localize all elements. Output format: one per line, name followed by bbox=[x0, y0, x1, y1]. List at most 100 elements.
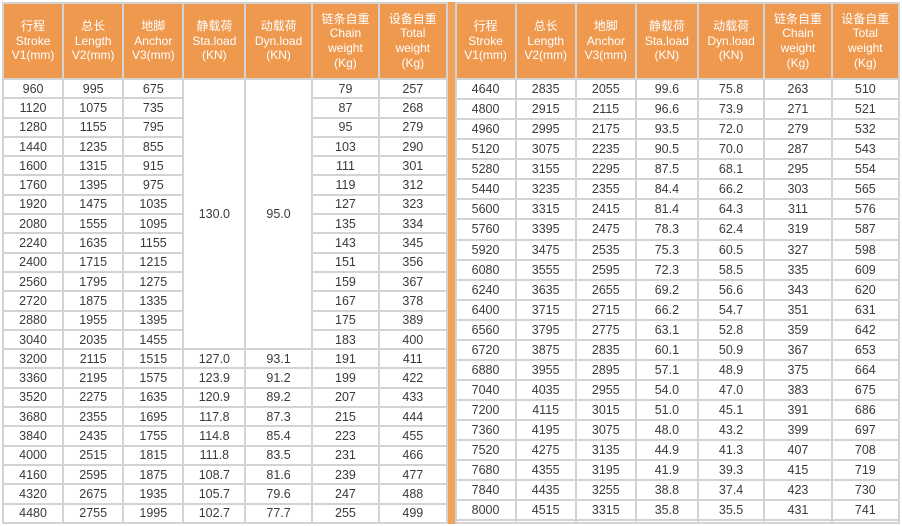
column-header-line: 行程 bbox=[473, 19, 498, 34]
table-row: 1760 1395 975 119 312 bbox=[1, 174, 448, 196]
table-cell: 4320 bbox=[1, 483, 65, 505]
spec-table-right: 行程 Stroke V1(mm) 总长 Length V2(mm) 地脚 Anchor V3(m… bbox=[454, 2, 901, 524]
column-header: 静载荷 Sta.load (KN) bbox=[182, 2, 247, 80]
table-cell: 598 bbox=[830, 238, 901, 261]
table-cell: 375 bbox=[763, 358, 833, 381]
column-header-line: weight bbox=[780, 41, 816, 55]
table-row: 2400 1715 1215 151 356 bbox=[1, 251, 448, 273]
table-cell: 735 bbox=[122, 97, 185, 119]
table-cell: 367 bbox=[378, 270, 448, 293]
table-cell: 223 bbox=[310, 425, 381, 447]
table-cell: 3040 bbox=[1, 328, 65, 351]
table-cell: 423 bbox=[763, 479, 833, 502]
table-row: 4000 2515 1815 111.8 83.5 231 466 bbox=[1, 444, 448, 466]
spec-table-left: 行程 Stroke V1(mm) 总长 Length V2(mm) 地脚 Anchor V3(m… bbox=[1, 2, 448, 525]
table-cell: 576 bbox=[830, 198, 901, 221]
column-header-line: V3(mm) bbox=[131, 48, 175, 63]
table-cell: 68.1 bbox=[696, 158, 766, 181]
table-cell: 87.3 bbox=[244, 406, 313, 428]
column-header-line: Sta.load bbox=[192, 33, 237, 48]
table-cell: 102.7 bbox=[182, 502, 247, 525]
table-cell: 2475 bbox=[574, 218, 637, 241]
table-cell: 311 bbox=[763, 198, 833, 221]
table-cell: 108.7 bbox=[182, 463, 247, 486]
table-row: 8000 4515 3315 35.8 35.5 431 741 bbox=[454, 499, 901, 522]
table-cell: 356 bbox=[378, 251, 448, 273]
table-cell: 3255 bbox=[574, 479, 637, 502]
table-cell: 4435 bbox=[514, 479, 577, 502]
table-row: 1280 1155 795 95 279 bbox=[1, 116, 448, 138]
table-cell: 268 bbox=[378, 97, 448, 119]
table-cell: 48.9 bbox=[696, 358, 766, 381]
table-cell: 120.9 bbox=[182, 386, 247, 409]
table-cell: 35.5 bbox=[696, 499, 766, 522]
table-cell: 5600 bbox=[454, 198, 517, 221]
table-cell: 215 bbox=[310, 406, 381, 428]
column-header-line: Sta.load bbox=[644, 33, 689, 48]
table-cell: 554 bbox=[830, 158, 901, 181]
table-row: 2240 1635 1155 143 345 bbox=[1, 232, 448, 254]
column-header: 设备自重 Total weight (Kg) bbox=[830, 2, 901, 80]
table-row bbox=[454, 519, 901, 524]
table-cell: 466 bbox=[378, 444, 448, 466]
column-header: 总长 Length V2(mm) bbox=[62, 2, 125, 80]
table-cell: 2720 bbox=[1, 290, 65, 312]
table-cell: 3955 bbox=[514, 358, 577, 381]
table-cell: 2415 bbox=[574, 198, 637, 221]
column-header-line: Stroke bbox=[15, 33, 51, 48]
table-cell: 72.0 bbox=[696, 118, 766, 141]
table-cell: 3315 bbox=[514, 198, 577, 221]
table-cell: 2515 bbox=[62, 444, 125, 466]
table-cell: 543 bbox=[830, 138, 901, 161]
table-row: 3520 2275 1635 120.9 89.2 207 433 bbox=[1, 386, 448, 409]
column-header-line: 地脚 bbox=[141, 19, 166, 34]
table-cell: 4115 bbox=[514, 398, 577, 422]
table-cell: 84.4 bbox=[634, 178, 699, 201]
table-cell: 664 bbox=[830, 358, 901, 381]
table-cell: 477 bbox=[378, 463, 448, 486]
table-cell: 43.2 bbox=[696, 419, 766, 442]
table-cell: 7840 bbox=[454, 479, 517, 502]
table-cell: 1035 bbox=[122, 193, 185, 216]
table-cell: 41.9 bbox=[634, 459, 699, 482]
column-header: 总长 Length V2(mm) bbox=[514, 2, 577, 80]
table-cell: 3075 bbox=[514, 138, 577, 161]
table-cell: 96.6 bbox=[634, 98, 699, 121]
table-cell: 50.9 bbox=[696, 338, 766, 361]
table-cell: 411 bbox=[378, 348, 448, 370]
table-cell: 2080 bbox=[1, 213, 65, 235]
table-cell: 4160 bbox=[1, 463, 65, 486]
table-cell: 2880 bbox=[1, 309, 65, 331]
table-row: 6080 3555 2595 72.3 58.5 335 609 bbox=[454, 258, 901, 281]
table-cell: 378 bbox=[378, 290, 448, 312]
table-cell: 1155 bbox=[62, 116, 125, 138]
table-cell: 1555 bbox=[62, 213, 125, 235]
table-cell bbox=[454, 519, 517, 524]
column-header-line: V2(mm) bbox=[524, 48, 568, 63]
table-cell: 72.3 bbox=[634, 258, 699, 281]
table-cell: 231 bbox=[310, 444, 381, 466]
table-divider bbox=[447, 2, 455, 524]
table-cell: 38.8 bbox=[634, 479, 699, 502]
table-cell: 4960 bbox=[454, 118, 517, 141]
table-cell: 247 bbox=[310, 483, 381, 505]
table-cell: 4355 bbox=[514, 459, 577, 482]
table-row: 6560 3795 2775 63.1 52.8 359 642 bbox=[454, 318, 901, 341]
table-cell: 56.6 bbox=[696, 278, 766, 301]
column-header-line: 设备自重 bbox=[388, 11, 437, 26]
table-cell: 2055 bbox=[574, 77, 637, 101]
table-cell: 3635 bbox=[514, 278, 577, 301]
table-row: 4320 2675 1935 105.7 79.6 247 488 bbox=[1, 483, 448, 505]
table-cell: 295 bbox=[763, 158, 833, 181]
column-header-line: (KN) bbox=[718, 48, 744, 63]
column-header: 动载荷 Dyn.load (KN) bbox=[244, 2, 313, 80]
table-cell: 1395 bbox=[62, 174, 125, 196]
table-cell: 57.1 bbox=[634, 358, 699, 381]
table-cell: 2295 bbox=[574, 158, 637, 181]
column-header-line: Chain bbox=[782, 26, 814, 41]
table-cell: 1275 bbox=[122, 270, 185, 293]
table-row: 7040 4035 2955 54.0 47.0 383 675 bbox=[454, 378, 901, 402]
table-cell: 4035 bbox=[514, 378, 577, 402]
table-cell: 91.2 bbox=[244, 367, 313, 389]
table-cell: 63.1 bbox=[634, 318, 699, 341]
